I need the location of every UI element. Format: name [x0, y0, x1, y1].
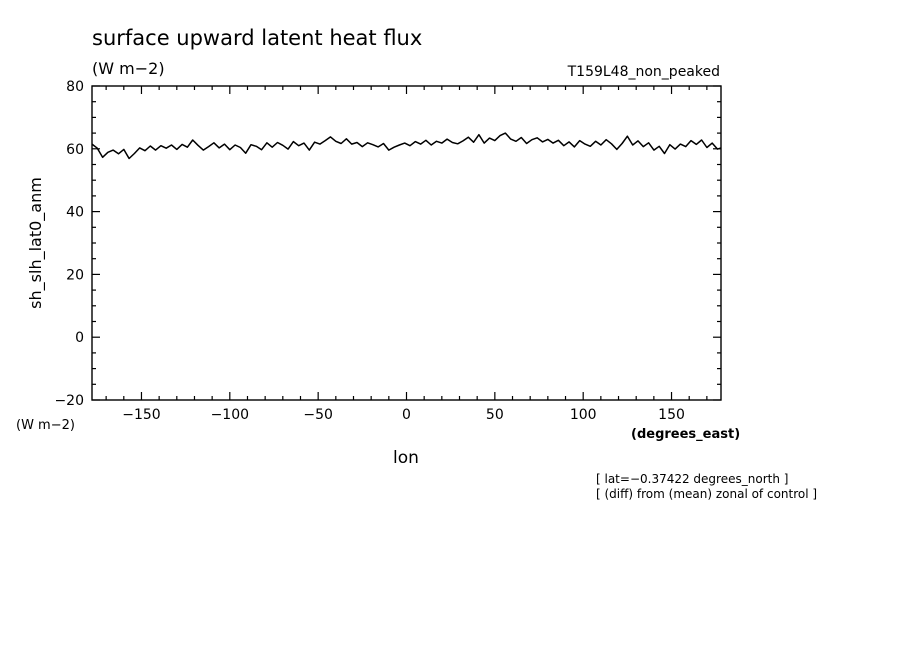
y-axis-label: sh_slh_lat0_anm [26, 177, 46, 309]
x-tick-label: −50 [303, 407, 333, 423]
chart-title: surface upward latent heat flux [92, 26, 422, 50]
y-tick-label: 0 [75, 330, 84, 346]
series-layer [91, 132, 722, 160]
x-tick-label: −100 [211, 407, 249, 423]
x-axis-label: lon [393, 448, 419, 468]
chart-units: (W m−2) [92, 59, 165, 78]
x-axis-ticks: −150 −100 −50 0 50 100 150 [105, 86, 708, 423]
latitude-note: [ lat=−0.37422 degrees_north ] [596, 472, 788, 486]
x-tick-label: 100 [570, 407, 597, 423]
series-line [91, 132, 722, 160]
y-tick-label: 40 [66, 205, 84, 221]
x-axis-units: (degrees_east) [631, 427, 740, 442]
y-tick-label: 20 [66, 267, 84, 283]
x-tick-label: 150 [658, 407, 685, 423]
y-tick-label: −20 [54, 393, 84, 409]
y-axis-units: (W m−2) [16, 418, 75, 433]
y-tick-label: 60 [66, 142, 84, 158]
x-tick-label: −150 [122, 407, 160, 423]
y-tick-label: 80 [66, 79, 84, 95]
x-tick-label: 0 [402, 407, 411, 423]
y-axis-ticks: −20 0 20 40 60 80 [54, 79, 721, 409]
experiment-label: T159L48_non_peaked [567, 64, 720, 80]
diff-note: [ (diff) from (mean) zonal of control ] [596, 487, 817, 501]
x-tick-label: 50 [486, 407, 504, 423]
plot-frame [91, 85, 722, 401]
